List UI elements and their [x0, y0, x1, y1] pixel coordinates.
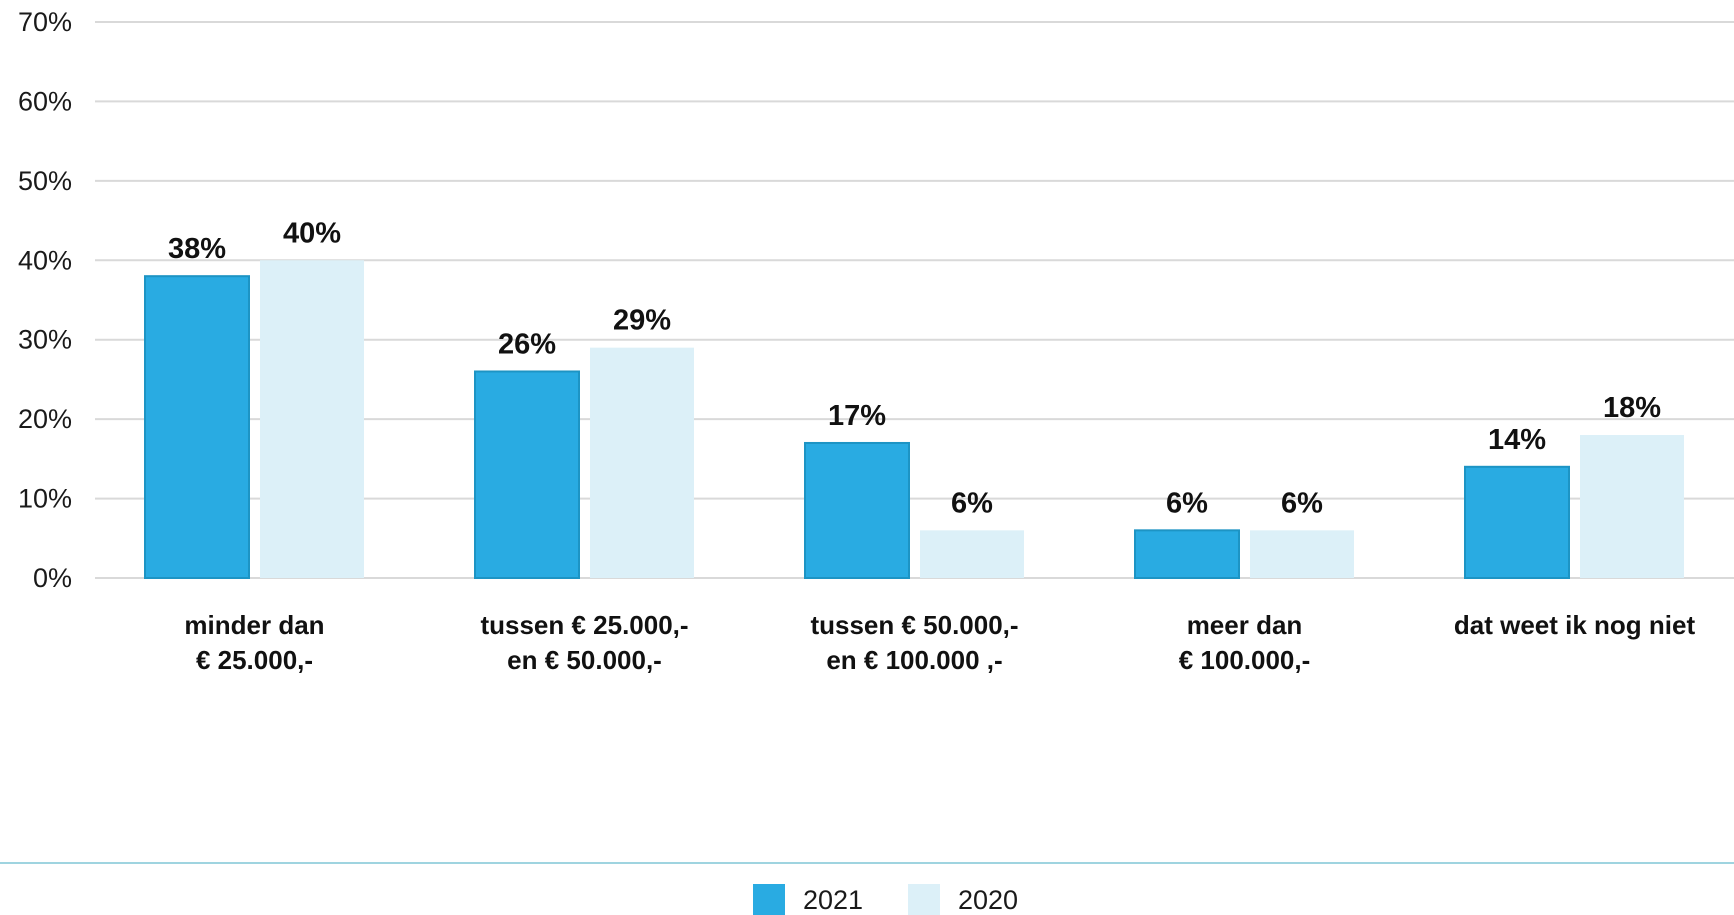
bar-2020-3 — [920, 530, 1024, 578]
category-labels: minder dan € 25.000,- tussen € 25.000,- en … — [184, 610, 1695, 675]
legend-swatch-2021 — [753, 884, 785, 915]
bar-2021-3 — [804, 441, 910, 579]
bar-2020-2 — [590, 347, 694, 578]
bar-2021-5 — [1464, 465, 1570, 579]
bar-2020-4 — [1250, 530, 1354, 578]
y-tick-label: 10% — [18, 484, 72, 514]
category-label: en € 50.000,- — [507, 645, 662, 675]
y-tick-label: 40% — [18, 245, 72, 275]
data-label-2020-5: 18% — [1603, 392, 1661, 424]
data-label-2021-4: 6% — [1166, 487, 1208, 519]
category-label: en € 100.000 ,- — [826, 645, 1002, 675]
category-label: minder dan — [184, 610, 324, 640]
category-label: tussen € 25.000,- — [480, 610, 688, 640]
data-label-2021-3: 17% — [828, 400, 886, 432]
y-tick-label: 50% — [18, 166, 72, 196]
bar-2021-1 — [144, 275, 250, 579]
data-label-2020-2: 29% — [613, 305, 671, 337]
data-label-2020-1: 40% — [283, 217, 341, 249]
data-label-2021-1: 38% — [168, 233, 226, 265]
bar-2021-2 — [474, 370, 580, 579]
legend-label-2020: 2020 — [958, 885, 1018, 915]
bar-2021-4 — [1134, 529, 1240, 579]
data-label-2020-3: 6% — [951, 487, 993, 519]
category-label: tussen € 50.000,- — [810, 610, 1018, 640]
gridlines — [95, 21, 1734, 579]
legend: 2021 2020 — [753, 884, 1018, 915]
data-labels: 38% 40% 26% 29% 17% 6% 6% 6% 14% 18% — [168, 217, 1661, 519]
category-label: € 25.000,- — [196, 645, 313, 675]
y-tick-label: 0% — [33, 563, 72, 593]
bar-2020-1 — [260, 260, 364, 578]
data-label-2020-4: 6% — [1281, 487, 1323, 519]
y-tick-label: 60% — [18, 86, 72, 116]
bar-2020-5 — [1580, 435, 1684, 578]
legend-swatch-2020 — [908, 884, 940, 915]
category-label: dat weet ik nog niet — [1454, 610, 1696, 640]
bars — [144, 260, 1684, 579]
data-label-2021-2: 26% — [498, 328, 556, 360]
y-tick-label: 20% — [18, 404, 72, 434]
y-axis-tick-labels: 0% 10% 20% 30% 40% 50% 60% 70% — [18, 7, 72, 593]
legend-label-2021: 2021 — [803, 885, 863, 915]
category-label: € 100.000,- — [1179, 645, 1311, 675]
y-tick-label: 30% — [18, 325, 72, 355]
y-tick-label: 70% — [18, 7, 72, 37]
data-label-2021-5: 14% — [1488, 424, 1546, 456]
category-label: meer dan — [1187, 610, 1303, 640]
